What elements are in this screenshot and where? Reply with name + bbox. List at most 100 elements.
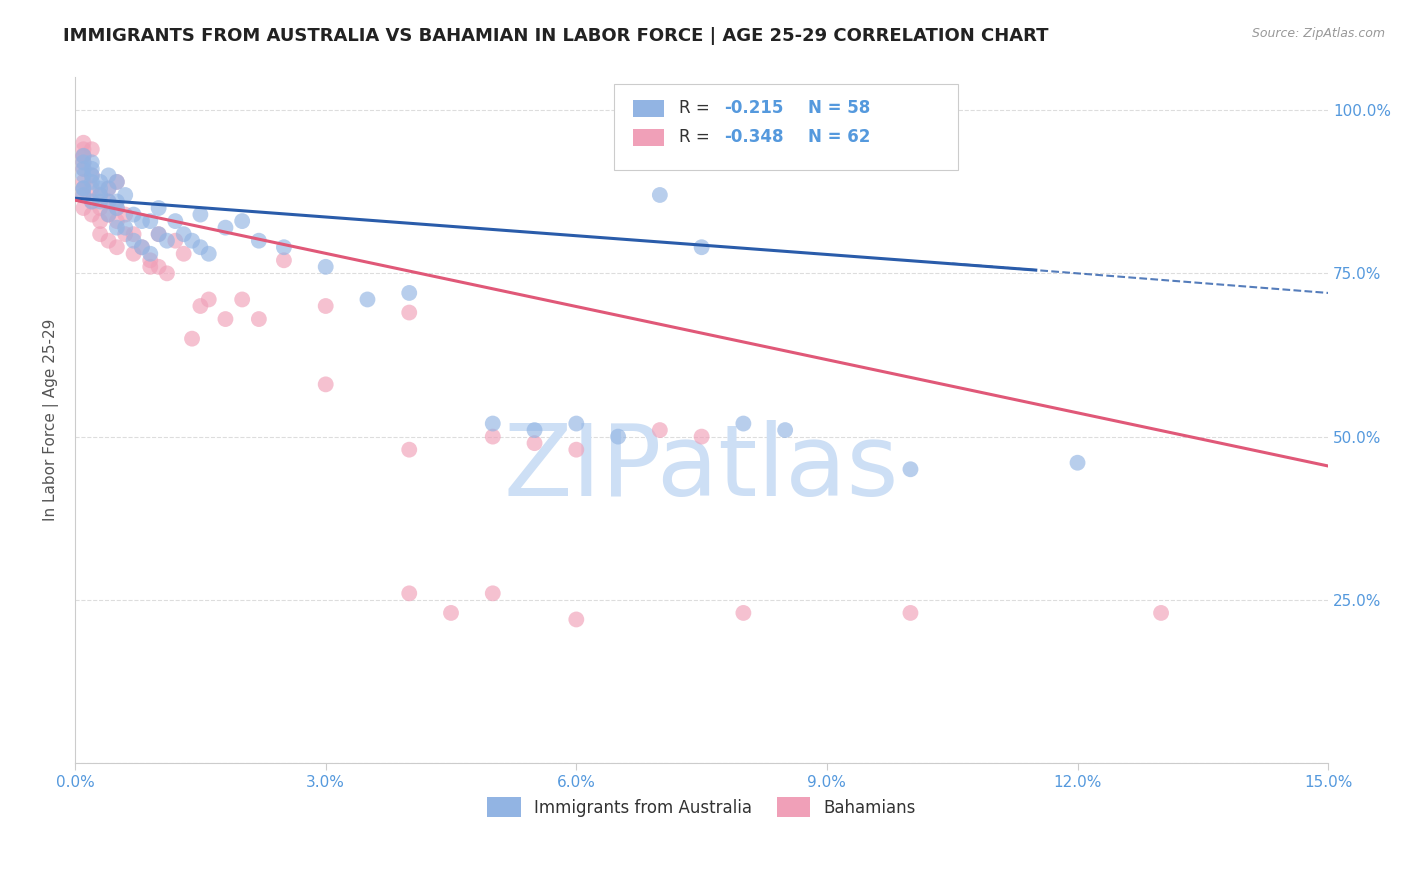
Point [72, 201, 94, 215]
Point [481, 417, 503, 431]
Point [80, 175, 103, 189]
Point [440, 606, 463, 620]
Point [97, 181, 120, 195]
Text: N = 58: N = 58 [808, 99, 870, 117]
Point [139, 246, 162, 260]
Point [114, 208, 136, 222]
Point [131, 214, 153, 228]
Point [122, 208, 145, 222]
Point [139, 253, 162, 268]
Point [105, 175, 128, 189]
Text: -0.215: -0.215 [724, 99, 783, 117]
Point [131, 240, 153, 254]
Text: Source: ZipAtlas.com: Source: ZipAtlas.com [1251, 27, 1385, 40]
Point [105, 175, 128, 189]
Point [80, 194, 103, 209]
Point [690, 240, 713, 254]
Point [97, 194, 120, 209]
Point [80, 161, 103, 176]
Point [114, 227, 136, 242]
Point [80, 208, 103, 222]
Point [139, 214, 162, 228]
Point [80, 181, 103, 195]
Point [97, 208, 120, 222]
Point [72, 149, 94, 163]
Point [173, 246, 195, 260]
Point [173, 227, 195, 242]
Point [565, 417, 588, 431]
Point [398, 305, 420, 319]
Point [114, 220, 136, 235]
Point [214, 312, 236, 326]
Y-axis label: In Labor Force | Age 25-29: In Labor Force | Age 25-29 [44, 319, 59, 522]
Point [89, 181, 111, 195]
Point [72, 161, 94, 176]
Point [105, 201, 128, 215]
Text: R =: R = [679, 99, 716, 117]
Point [900, 606, 922, 620]
Point [190, 299, 212, 313]
Point [148, 227, 170, 242]
Point [315, 377, 337, 392]
Point [97, 181, 120, 195]
Point [273, 240, 295, 254]
Point [122, 227, 145, 242]
Text: R =: R = [679, 128, 716, 146]
Point [122, 246, 145, 260]
Point [72, 161, 94, 176]
Point [89, 194, 111, 209]
Point [315, 260, 337, 274]
Point [72, 136, 94, 150]
Point [690, 429, 713, 443]
Point [181, 234, 204, 248]
Point [398, 586, 420, 600]
Point [197, 293, 219, 307]
Point [89, 214, 111, 228]
Point [648, 423, 671, 437]
Point [80, 194, 103, 209]
Point [105, 240, 128, 254]
Point [72, 142, 94, 156]
Point [72, 181, 94, 195]
FancyBboxPatch shape [633, 100, 664, 117]
Point [247, 312, 270, 326]
Point [80, 169, 103, 183]
Point [214, 220, 236, 235]
Point [356, 293, 378, 307]
Text: ZIPatlas: ZIPatlas [503, 420, 900, 516]
Point [148, 260, 170, 274]
Point [1150, 606, 1173, 620]
Point [89, 227, 111, 242]
Point [156, 234, 179, 248]
Point [190, 240, 212, 254]
Point [72, 169, 94, 183]
Point [607, 429, 630, 443]
Point [273, 253, 295, 268]
Point [97, 169, 120, 183]
Point [231, 293, 253, 307]
Point [523, 423, 546, 437]
Point [481, 586, 503, 600]
Point [733, 606, 755, 620]
Point [523, 436, 546, 450]
Point [773, 423, 796, 437]
FancyBboxPatch shape [633, 128, 664, 145]
Point [89, 201, 111, 215]
Point [181, 332, 204, 346]
Point [231, 214, 253, 228]
Legend: Immigrants from Australia, Bahamians: Immigrants from Australia, Bahamians [481, 791, 922, 823]
Point [72, 181, 94, 195]
Point [131, 240, 153, 254]
Point [72, 149, 94, 163]
Point [80, 142, 103, 156]
Text: IMMIGRANTS FROM AUSTRALIA VS BAHAMIAN IN LABOR FORCE | AGE 25-29 CORRELATION CHA: IMMIGRANTS FROM AUSTRALIA VS BAHAMIAN IN… [63, 27, 1049, 45]
Point [105, 194, 128, 209]
Point [900, 462, 922, 476]
Point [398, 442, 420, 457]
Point [148, 201, 170, 215]
Point [1066, 456, 1088, 470]
Point [97, 234, 120, 248]
Point [648, 188, 671, 202]
Point [197, 246, 219, 260]
Point [315, 299, 337, 313]
